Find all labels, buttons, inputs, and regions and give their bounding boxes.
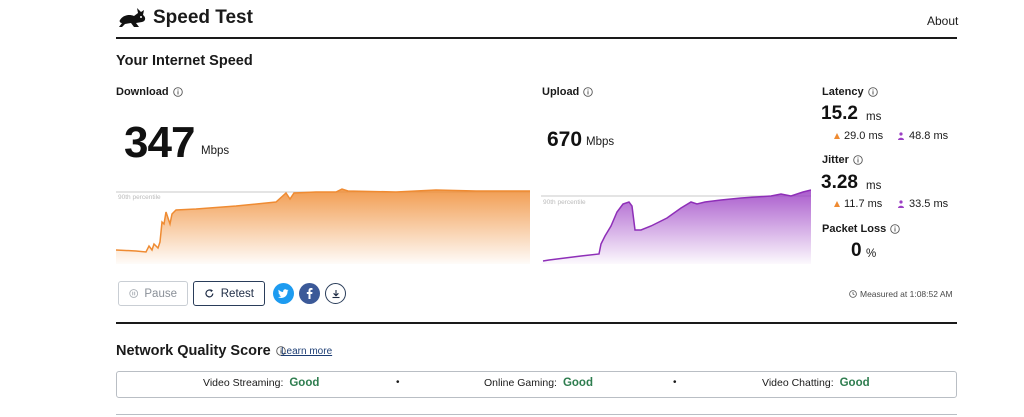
brand-title[interactable]: Speed Test [153,7,253,28]
jitter-label: Jitter [822,154,863,166]
facebook-icon [306,288,313,299]
jitter-upload: 33.5 ms [897,198,948,210]
jitter-label-text: Jitter [822,154,849,166]
info-icon[interactable] [853,155,863,165]
quality-item-rating: Good [839,377,870,389]
jitter-value: 3.28 [821,172,858,193]
quality-item-label: Online Gaming: [484,377,557,389]
upload-speed-unit: Mbps [586,136,615,148]
latency-label: Latency [822,86,878,98]
twitter-share-button[interactable] [273,283,294,304]
upload-speed-chart: 90th percentile [541,189,811,264]
bottom-divider [116,414,957,415]
download-speed-chart: 90th percentile [116,188,530,264]
jitter-download: 11.7 ms [834,198,882,210]
info-icon[interactable] [172,87,183,97]
quality-item-online-gaming: Online Gaming: Good [484,377,593,389]
latency-download: 29.0 ms [834,130,883,142]
latency-upload: 48.8 ms [897,130,948,142]
upload-label: Upload [542,86,594,98]
latency-unit: ms [866,111,882,123]
packet-loss-label-text: Packet Loss [822,223,887,235]
packet-loss-label: Packet Loss [822,223,900,235]
clock-icon [849,290,857,298]
download-triangle-icon [834,133,840,139]
about-link[interactable]: About [927,14,959,28]
jitter-unit: ms [866,180,882,192]
upload-percentile-label: 90th percentile [543,199,586,206]
quality-item-video-chatting: Video Chatting: Good [762,377,870,389]
network-quality-box [116,371,957,398]
info-icon[interactable] [583,87,594,97]
retest-label: Retest [220,287,254,300]
retest-button[interactable]: Retest [193,281,265,306]
upload-label-text: Upload [542,86,580,98]
quality-item-label: Video Streaming: [203,377,284,389]
quality-item-rating: Good [289,377,320,389]
latency-download-value: 29.0 ms [844,130,884,142]
section-divider [116,322,957,324]
packet-loss-unit: % [866,248,877,260]
download-icon [332,289,339,298]
upload-speed-value: 670 [547,128,583,151]
jitter-upload-value: 33.5 ms [909,198,949,210]
download-results-button[interactable] [325,283,346,304]
quality-item-label: Video Chatting: [762,377,834,389]
download-label-text: Download [116,86,169,98]
twitter-icon [278,288,289,298]
info-icon[interactable] [890,224,900,234]
pause-button[interactable]: Pause [118,281,188,306]
info-icon[interactable] [867,87,878,97]
upload-person-icon [898,132,904,140]
download-label: Download [116,86,183,98]
latency-label-text: Latency [822,86,864,98]
separator-dot: • [673,377,677,388]
download-triangle-icon [834,201,840,207]
network-quality-title: Network Quality Score [116,343,286,359]
quality-item-rating: Good [562,377,593,389]
rabbit-logo-icon[interactable] [118,6,148,28]
separator-dot: • [396,377,400,388]
measured-timestamp: Measured at 1:08:52 AM [849,289,953,299]
pause-icon [129,289,139,298]
upload-person-icon [898,200,904,208]
measured-at-text: Measured at 1:08:52 AM [860,289,953,299]
pause-label: Pause [144,287,177,300]
download-speed-unit: Mbps [201,145,230,157]
jitter-download-value: 11.7 ms [844,198,883,210]
learn-more-link[interactable]: Learn more [281,346,333,357]
quality-item-video-streaming: Video Streaming: Good [203,377,319,389]
section-title: Your Internet Speed [116,53,253,69]
refresh-icon [205,289,214,298]
facebook-share-button[interactable] [299,283,320,304]
packet-loss-value: 0 [851,240,862,261]
latency-value: 15.2 [821,103,858,124]
latency-upload-value: 48.8 ms [909,130,949,142]
header-divider [116,37,957,39]
network-quality-title-text: Network Quality Score [116,343,271,359]
download-speed-value: 347 [124,118,195,167]
download-percentile-label: 90th percentile [118,194,161,201]
info-icon[interactable] [275,346,286,356]
